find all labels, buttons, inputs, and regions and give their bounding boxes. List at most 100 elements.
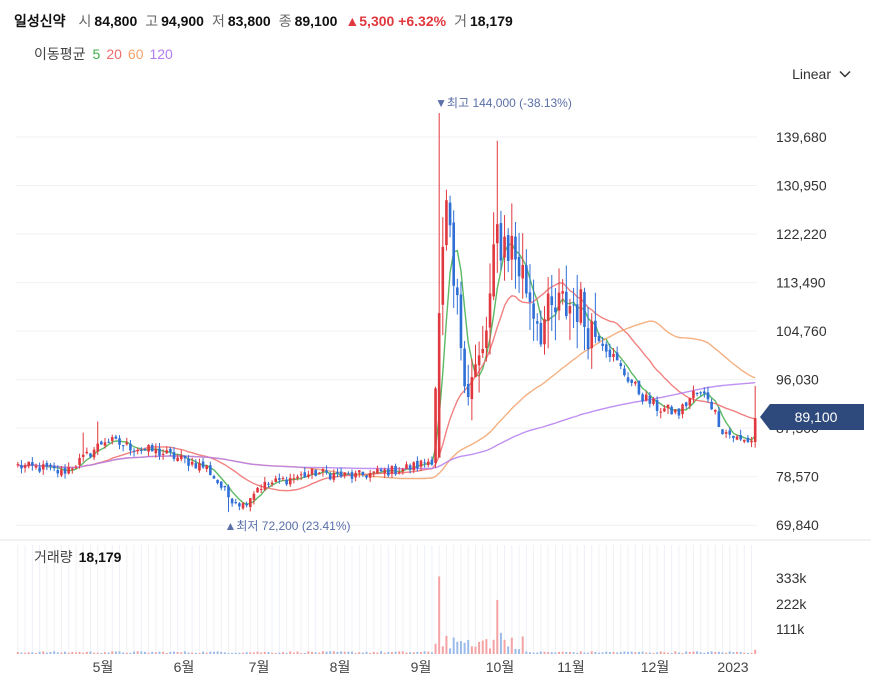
candle-body [376,468,379,474]
volume-bar [136,651,139,654]
volume-bar [74,652,77,654]
candle-body [336,472,339,474]
candle-body [172,452,176,459]
candle-body [514,236,517,260]
candle-body [132,450,136,452]
candle-body [405,464,408,469]
candle-body [416,460,419,469]
high-label: 고 [145,13,159,29]
candle-body [437,313,441,458]
high-annotation: ▼최고 144,000 (-38.13%) [435,96,572,110]
close-value: 89,100 [294,13,338,29]
ma-20-legend[interactable]: 20 [106,46,122,62]
volume-bar [125,652,128,654]
volume-bar [499,632,502,654]
candle-body [543,319,546,345]
candle-body [601,343,604,346]
candle-body [198,463,201,471]
candle-body [100,441,103,445]
volume-bar [220,651,223,654]
volume-bar [318,652,321,654]
candle-body [129,443,132,451]
price-summary: 일성신약 시 84,800 고 94,900 저 83,800 종 89,100 ▲5,… [14,10,521,32]
candle-body [445,200,448,246]
candle-body [615,352,619,361]
volume-bar [114,651,117,654]
volume-bar [670,653,673,654]
volume-bar [394,651,397,654]
volume-bar [271,652,274,654]
candle-body [321,469,325,472]
volume-bar [441,646,444,654]
volume-bar [427,651,430,654]
candle-body [485,330,488,349]
candle-body [746,437,750,442]
ma-120-legend[interactable]: 120 [149,46,173,62]
candle-body [328,473,332,480]
candle-body [648,395,652,404]
candle-body [274,478,278,482]
candle-body [118,438,121,445]
volume-bar [510,637,513,654]
ma-60-legend[interactable]: 60 [127,46,144,62]
candle-body [419,460,423,467]
volume-bar [45,652,48,654]
candle-body [641,394,644,402]
candle-body [597,336,601,341]
price-axis-tick: 113,490 [776,275,826,291]
candle-body [623,368,626,376]
candle-body [477,355,481,366]
volume-bar [292,652,295,654]
volume-bar [434,643,437,654]
volume-bar [31,652,34,654]
volume-bar [180,652,183,654]
volume-bar [296,651,299,654]
volume-bar [409,652,412,654]
volume-bar [390,651,393,654]
volume-bar [53,651,56,654]
candle-body [365,475,368,478]
volume-bar [64,651,67,654]
candle-body [81,454,85,458]
volume-bar [151,651,154,654]
candle-body [169,448,172,453]
volume-bar [710,651,713,654]
candle-body [45,463,49,467]
volume-bar [289,651,292,654]
volume-bar [325,651,328,654]
volume-bar [405,652,408,654]
candle-body [721,429,724,435]
candle-body [176,457,179,462]
candle-body [663,408,666,412]
candle-body [630,379,633,383]
volume-bar [198,652,201,654]
volume-bar [387,651,390,654]
volume-bar [583,652,586,654]
candle-body [49,464,52,467]
volume-bar [594,651,597,654]
volume-bar [528,652,531,654]
volume-bar [71,651,74,654]
volume-bar [227,653,230,654]
volume-bar [746,652,749,654]
volume-bar [263,651,266,654]
volume-bar [285,652,288,654]
candle-body [739,435,742,440]
candle-body [655,399,659,411]
scale-mode-dropdown[interactable]: Linear [792,64,851,84]
candle-body [652,398,655,404]
ma-5-legend[interactable]: 5 [92,46,101,62]
volume-bar [416,651,419,654]
candle-body [114,436,118,439]
volume-bar [376,652,379,654]
candle-body [219,481,223,488]
candle-body [201,461,205,468]
candle-body [430,459,434,465]
volume-axis-tick: 111k [776,621,805,637]
volume-bar [329,651,332,654]
volume-bar [652,652,655,654]
current-price-tag: 89,100 [760,404,864,430]
volume-bar [507,646,510,654]
candle-body [216,479,219,484]
